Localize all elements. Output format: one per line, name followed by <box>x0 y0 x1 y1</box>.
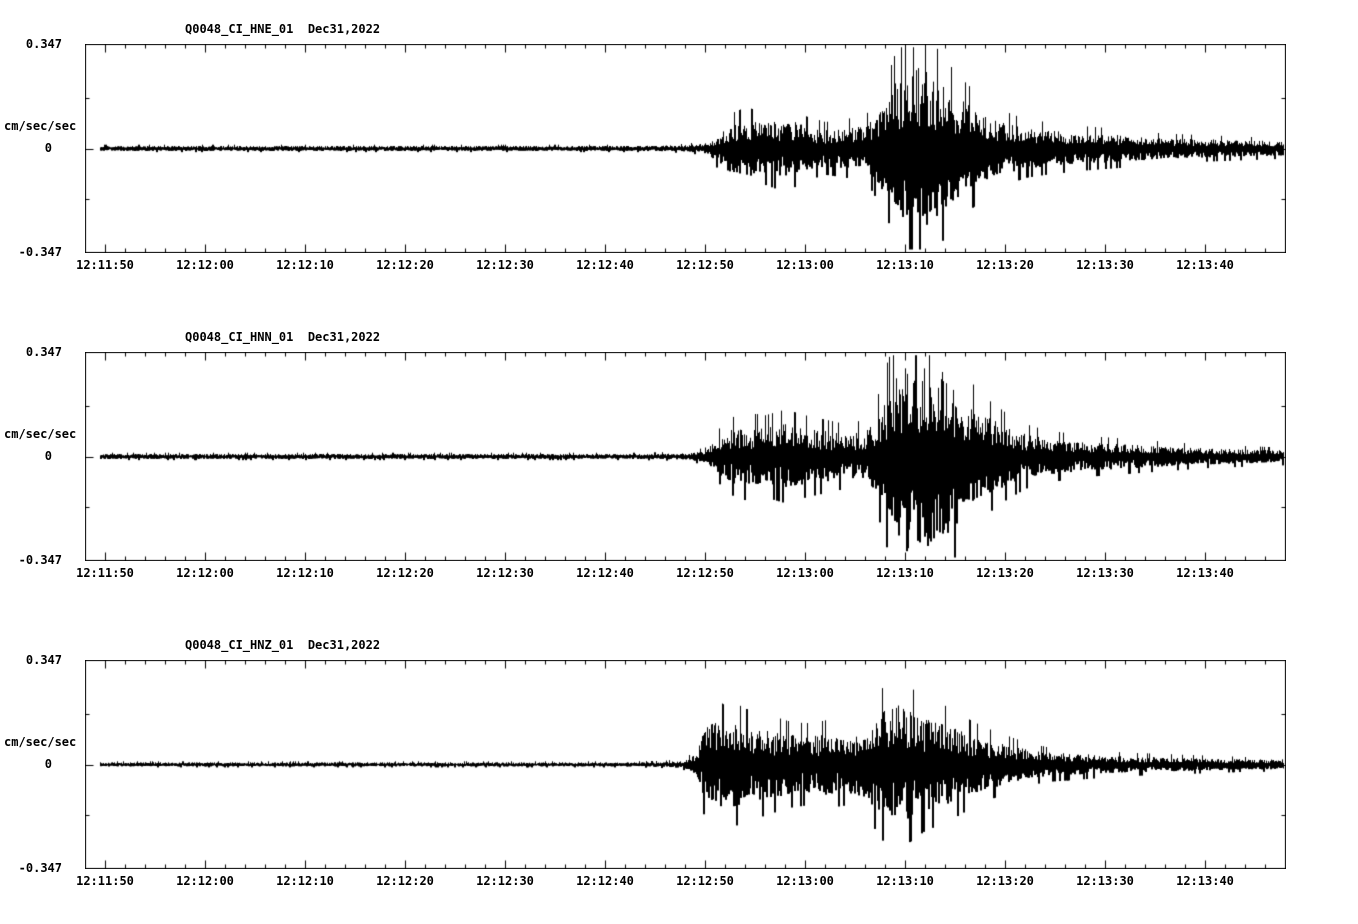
x-tick-label: 12:12:10 <box>276 258 334 272</box>
x-tick-label: 12:13:20 <box>976 258 1034 272</box>
y-tick-zero: 0 <box>44 141 52 155</box>
x-tick-label: 12:12:50 <box>676 874 734 888</box>
x-tick-label: 12:13:10 <box>876 566 934 580</box>
x-tick-label: 12:11:50 <box>76 874 134 888</box>
x-tick-label: 12:13:40 <box>1176 566 1234 580</box>
x-tick-label: 12:12:10 <box>276 874 334 888</box>
x-tick-label: 12:12:10 <box>276 566 334 580</box>
x-tick-label: 12:12:20 <box>376 258 434 272</box>
y-tick-min: -0.347 <box>18 553 62 567</box>
x-tick-label: 12:12:30 <box>476 566 534 580</box>
x-tick-label: 12:11:50 <box>76 258 134 272</box>
y-axis-units-label: cm/sec/sec <box>4 119 77 133</box>
y-tick-zero: 0 <box>44 449 52 463</box>
x-tick-label: 12:12:40 <box>576 258 634 272</box>
x-tick-label: 12:13:00 <box>776 258 834 272</box>
seismogram-panel-hnn: Q0048_CI_HNN_01 Dec31,2022 0.347 cm/sec/… <box>0 308 1358 616</box>
x-tick-label: 12:13:40 <box>1176 874 1234 888</box>
y-axis-units-label: cm/sec/sec <box>4 735 77 749</box>
x-tick-label: 12:12:00 <box>176 566 234 580</box>
seismogram-panel-hne: Q0048_CI_HNE_01 Dec31,2022 0.347 cm/sec/… <box>0 0 1358 308</box>
trace-title: Q0048_CI_HNN_01 Dec31,2022 <box>185 330 381 344</box>
trace-title: Q0048_CI_HNE_01 Dec31,2022 <box>185 22 381 36</box>
waveform-plot-hne <box>85 44 1286 253</box>
x-tick-label: 12:12:00 <box>176 258 234 272</box>
y-tick-max: 0.347 <box>25 37 62 51</box>
x-tick-label: 12:13:00 <box>776 874 834 888</box>
x-tick-label: 12:12:50 <box>676 566 734 580</box>
waveform-plot-hnn <box>85 352 1286 561</box>
y-tick-zero: 0 <box>44 757 52 771</box>
y-tick-max: 0.347 <box>25 345 62 359</box>
x-tick-label: 12:12:30 <box>476 258 534 272</box>
x-tick-label: 12:12:20 <box>376 874 434 888</box>
x-tick-label: 12:12:30 <box>476 874 534 888</box>
x-tick-label: 12:11:50 <box>76 566 134 580</box>
y-tick-max: 0.347 <box>25 653 62 667</box>
x-tick-label: 12:13:30 <box>1076 874 1134 888</box>
x-tick-label: 12:12:40 <box>576 566 634 580</box>
x-tick-label: 12:13:30 <box>1076 258 1134 272</box>
y-tick-min: -0.347 <box>18 861 62 875</box>
trace-title: Q0048_CI_HNZ_01 Dec31,2022 <box>185 638 381 652</box>
x-tick-label: 12:13:20 <box>976 874 1034 888</box>
waveform-plot-hnz <box>85 660 1286 869</box>
x-tick-label: 12:12:20 <box>376 566 434 580</box>
x-tick-label: 12:12:50 <box>676 258 734 272</box>
x-axis-labels: 12:11:50 12:12:00 12:12:10 12:12:20 12:12:30… <box>0 566 1358 584</box>
x-tick-label: 12:13:10 <box>876 874 934 888</box>
x-axis-labels: 12:11:50 12:12:00 12:12:10 12:12:20 12:12:30… <box>0 258 1358 276</box>
y-tick-min: -0.347 <box>18 245 62 259</box>
x-tick-label: 12:13:40 <box>1176 258 1234 272</box>
x-tick-label: 12:12:40 <box>576 874 634 888</box>
x-axis-labels: 12:11:50 12:12:00 12:12:10 12:12:20 12:12:30… <box>0 874 1358 892</box>
y-axis-units-label: cm/sec/sec <box>4 427 77 441</box>
x-tick-label: 12:13:00 <box>776 566 834 580</box>
seismogram-panel-hnz: Q0048_CI_HNZ_01 Dec31,2022 0.347 cm/sec/… <box>0 616 1358 924</box>
x-tick-label: 12:13:20 <box>976 566 1034 580</box>
x-tick-label: 12:13:30 <box>1076 566 1134 580</box>
x-tick-label: 12:12:00 <box>176 874 234 888</box>
x-tick-label: 12:13:10 <box>876 258 934 272</box>
